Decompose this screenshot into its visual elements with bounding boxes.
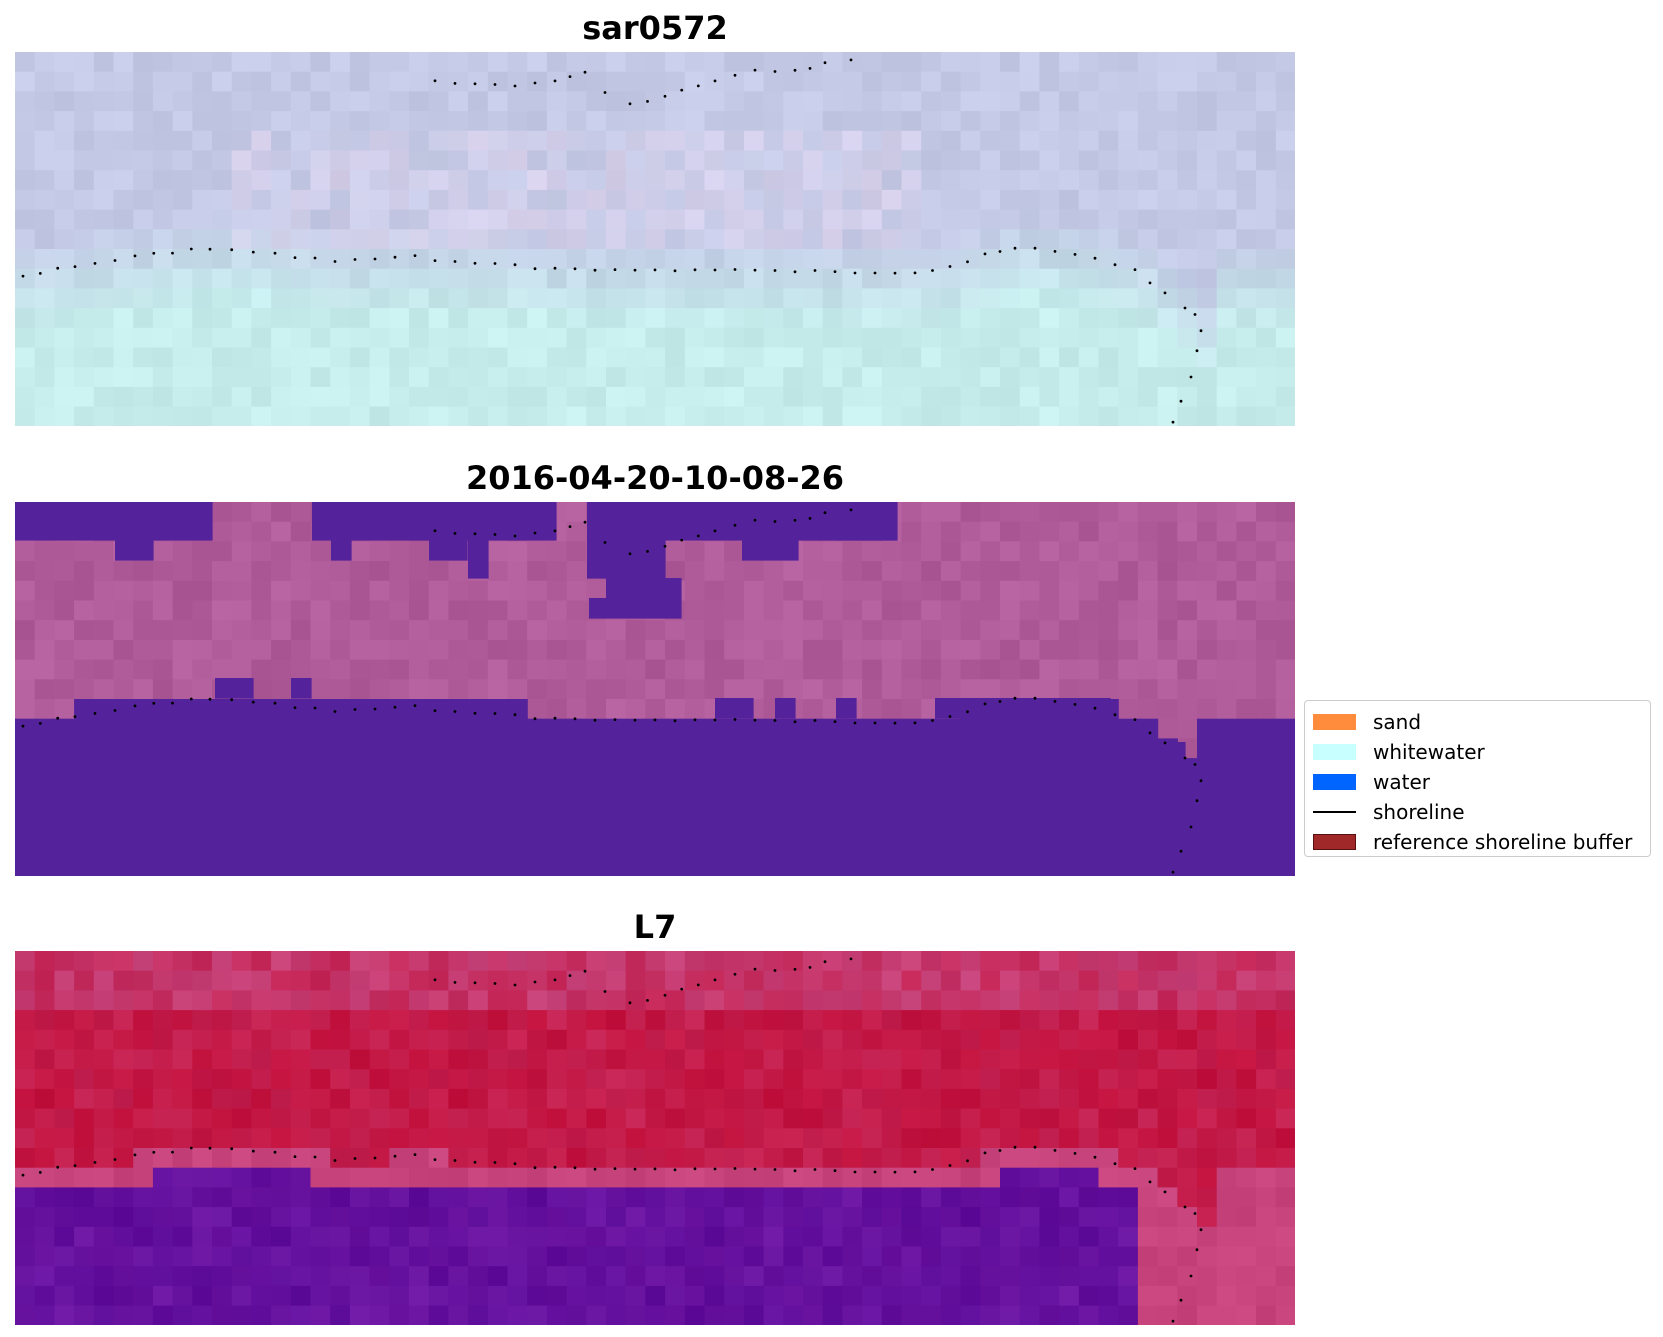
- water-swatch: [1313, 774, 1356, 790]
- water-region: [429, 540, 468, 561]
- water-region: [15, 502, 213, 541]
- legend-item-sand: sand: [1313, 707, 1642, 737]
- water-region: [589, 598, 682, 619]
- water-region: [641, 578, 682, 599]
- water-region: [775, 698, 796, 719]
- water-region: [215, 678, 254, 699]
- optical-image: [15, 951, 1295, 1325]
- legend-item-whitewater: whitewater: [1313, 737, 1642, 767]
- water-region: [312, 502, 557, 541]
- sar-image-panel: [15, 52, 1295, 426]
- water-region: [468, 540, 489, 579]
- legend-label-water: water: [1373, 770, 1430, 794]
- sand-swatch: [1313, 714, 1356, 730]
- water-region: [836, 698, 857, 719]
- water-region: [836, 502, 897, 541]
- reference-buffer-swatch: [1313, 834, 1356, 850]
- legend: sand whitewater water shoreline referenc…: [1304, 700, 1651, 857]
- legend-label-sand: sand: [1373, 710, 1422, 734]
- shoreline-dots: [21, 508, 1203, 874]
- shoreline-line-swatch: [1313, 811, 1356, 813]
- water-region: [1165, 742, 1186, 843]
- classified-image-panel: [15, 502, 1295, 876]
- legend-item-water: water: [1313, 767, 1642, 797]
- sar-image: [15, 52, 1295, 426]
- legend-label-shoreline: shoreline: [1373, 800, 1465, 824]
- legend-item-shoreline: shoreline: [1313, 797, 1642, 827]
- legend-label-whitewater: whitewater: [1373, 740, 1485, 764]
- whitewater-swatch: [1313, 744, 1356, 760]
- panel-title-optical: L7: [633, 908, 677, 946]
- shoreline-dots: [21, 957, 1203, 1323]
- water-region: [291, 678, 312, 699]
- legend-label-reference-buffer: reference shoreline buffer: [1373, 830, 1633, 854]
- panel-title-classified: 2016-04-20-10-08-26: [465, 459, 845, 497]
- classified-image: [15, 502, 1295, 876]
- water-region: [935, 698, 1111, 719]
- water-region: [587, 540, 666, 579]
- water-region: [742, 540, 799, 561]
- legend-item-reference-buffer: reference shoreline buffer: [1313, 827, 1642, 857]
- water-region: [115, 540, 154, 561]
- panel-title-sar: sar0572: [582, 9, 728, 47]
- water-region: [331, 540, 352, 561]
- optical-image-panel: [15, 951, 1295, 1325]
- shoreline-dots: [21, 58, 1203, 424]
- water-region: [715, 698, 754, 719]
